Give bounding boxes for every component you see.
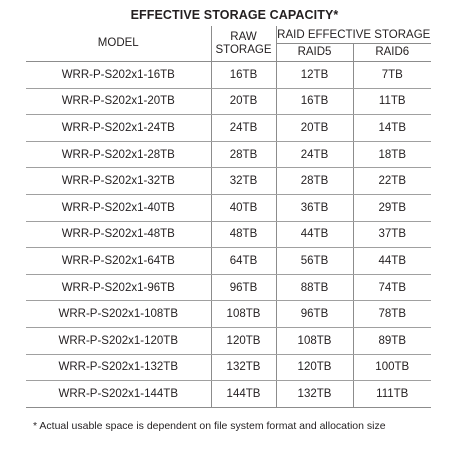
raw-storage-column-header: RAW STORAGE <box>210 26 276 62</box>
raid6-cell: 11TB <box>352 88 431 116</box>
table-row: WRR-P-S202x1-16TB 16TB 12TB 7TB <box>26 61 431 89</box>
raw-storage-cell: 32TB <box>210 167 276 195</box>
table-row: WRR-P-S202x1-108TB 108TB 96TB 78TB <box>26 300 431 328</box>
raw-storage-cell: 144TB <box>210 380 276 408</box>
storage-capacity-table: MODEL RAW STORAGE RAID EFFECTIVE STORAGE… <box>26 26 431 408</box>
raw-storage-cell: 20TB <box>210 88 276 116</box>
table-row: WRR-P-S202x1-64TB 64TB 56TB 44TB <box>26 247 431 275</box>
raid5-cell: 16TB <box>275 88 353 116</box>
table-row: WRR-P-S202x1-132TB 132TB 120TB 100TB <box>26 354 431 382</box>
raw-storage-cell: 120TB <box>210 327 276 355</box>
table-row: WRR-P-S202x1-24TB 24TB 20TB 14TB <box>26 114 431 142</box>
raw-storage-cell: 132TB <box>210 354 276 382</box>
raid5-cell: 28TB <box>275 167 353 195</box>
raid5-cell: 120TB <box>275 354 353 382</box>
raid6-column-header: RAID6 <box>352 43 431 62</box>
table-body: WRR-P-S202x1-16TB 16TB 12TB 7TB WRR-P-S202x1… <box>26 61 431 408</box>
table-row: WRR-P-S202x1-32TB 32TB 28TB 22TB <box>26 167 431 195</box>
raid6-cell: 29TB <box>352 194 431 222</box>
raid6-cell: 22TB <box>352 167 431 195</box>
model-column-header: MODEL <box>26 26 211 62</box>
raid6-cell: 37TB <box>352 221 431 249</box>
raid5-cell: 44TB <box>275 221 353 249</box>
raw-storage-cell: 48TB <box>210 221 276 249</box>
model-cell: WRR-P-S202x1-96TB <box>26 274 211 302</box>
raid5-cell: 12TB <box>275 61 353 89</box>
raid5-cell: 36TB <box>275 194 353 222</box>
raid5-cell: 96TB <box>275 300 353 328</box>
raid6-cell: 7TB <box>352 61 431 89</box>
raw-header-line1: RAW <box>230 30 257 43</box>
raid6-cell: 14TB <box>352 114 431 142</box>
table-header: MODEL RAW STORAGE RAID EFFECTIVE STORAGE… <box>26 26 431 62</box>
raw-storage-cell: 40TB <box>210 194 276 222</box>
model-cell: WRR-P-S202x1-132TB <box>26 354 211 382</box>
raid6-cell: 18TB <box>352 141 431 169</box>
model-cell: WRR-P-S202x1-20TB <box>26 88 211 116</box>
raid6-cell: 74TB <box>352 274 431 302</box>
model-cell: WRR-P-S202x1-40TB <box>26 194 211 222</box>
raid5-cell: 88TB <box>275 274 353 302</box>
raid5-cell: 132TB <box>275 380 353 408</box>
model-cell: WRR-P-S202x1-108TB <box>26 300 211 328</box>
table-row: WRR-P-S202x1-120TB 120TB 108TB 89TB <box>26 327 431 355</box>
model-cell: WRR-P-S202x1-32TB <box>26 167 211 195</box>
raw-storage-cell: 96TB <box>210 274 276 302</box>
raid5-column-header: RAID5 <box>275 43 353 62</box>
raw-storage-cell: 108TB <box>210 300 276 328</box>
raid5-cell: 56TB <box>275 247 353 275</box>
table-row: WRR-P-S202x1-48TB 48TB 44TB 37TB <box>26 221 431 249</box>
raid5-cell: 108TB <box>275 327 353 355</box>
raid6-cell: 44TB <box>352 247 431 275</box>
model-cell: WRR-P-S202x1-144TB <box>26 380 211 408</box>
table-row: WRR-P-S202x1-28TB 28TB 24TB 18TB <box>26 141 431 169</box>
raid5-cell: 20TB <box>275 114 353 142</box>
table-row: WRR-P-S202x1-40TB 40TB 36TB 29TB <box>26 194 431 222</box>
raw-storage-cell: 16TB <box>210 61 276 89</box>
table-row: WRR-P-S202x1-20TB 20TB 16TB 11TB <box>26 88 431 116</box>
raid5-cell: 24TB <box>275 141 353 169</box>
raid-effective-storage-header: RAID EFFECTIVE STORAGE <box>275 26 431 44</box>
model-cell: WRR-P-S202x1-28TB <box>26 141 211 169</box>
raid6-cell: 78TB <box>352 300 431 328</box>
raid6-cell: 100TB <box>352 354 431 382</box>
table-row: WRR-P-S202x1-96TB 96TB 88TB 74TB <box>26 274 431 302</box>
raw-storage-cell: 24TB <box>210 114 276 142</box>
raw-header-line2: STORAGE <box>215 43 272 56</box>
raw-storage-cell: 28TB <box>210 141 276 169</box>
table-row: WRR-P-S202x1-144TB 144TB 132TB 111TB <box>26 380 431 408</box>
model-cell: WRR-P-S202x1-24TB <box>26 114 211 142</box>
raid6-cell: 111TB <box>352 380 431 408</box>
model-cell: WRR-P-S202x1-16TB <box>26 61 211 89</box>
model-cell: WRR-P-S202x1-48TB <box>26 221 211 249</box>
table-title: EFFECTIVE STORAGE CAPACITY* <box>130 8 339 22</box>
raid6-cell: 89TB <box>352 327 431 355</box>
model-cell: WRR-P-S202x1-64TB <box>26 247 211 275</box>
footnote: * Actual usable space is dependent on fi… <box>33 420 386 432</box>
model-cell: WRR-P-S202x1-120TB <box>26 327 211 355</box>
raw-storage-cell: 64TB <box>210 247 276 275</box>
